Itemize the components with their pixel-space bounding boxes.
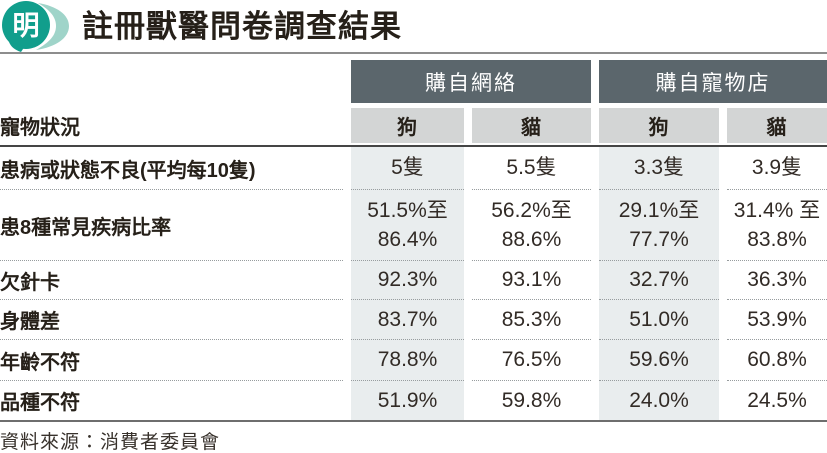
column-header-online-dog: 狗 xyxy=(351,108,464,143)
table-cell: 5.5隻 xyxy=(506,156,557,180)
row-label: 患病或狀態不良(平均每10隻) xyxy=(0,159,256,182)
table-row-breed-mismatch: 品種不符 51.9% 59.8% 24.0% 24.5% xyxy=(0,380,827,420)
row-label: 品種不符 xyxy=(0,380,343,420)
table-cell: 83.7% xyxy=(351,299,464,339)
group-header-petshop: 購自寵物店 xyxy=(599,60,827,103)
table-cell: 51.0% xyxy=(599,299,719,339)
table-cell: 92.3% xyxy=(351,260,464,299)
table-cell: 59.8% xyxy=(472,380,591,420)
table-cell: 36.3% xyxy=(727,260,827,299)
table-row-disease-rate: 患8種常見疾病比率 51.5%至 86.4% 56.2%至 88.6% 29.1… xyxy=(0,189,827,260)
table-cell: 76.5% xyxy=(472,339,591,380)
column-header-petshop-dog: 狗 xyxy=(599,108,719,143)
table-cell: 24.0% xyxy=(599,380,719,420)
row-label: 身體差 xyxy=(0,299,343,339)
table-cell: 51.9% xyxy=(351,380,464,420)
column-header-petshop-cat: 貓 xyxy=(727,108,827,143)
row-label: 患8種常見疾病比率 xyxy=(0,189,343,260)
table-cell: 31.4% 至 83.8% xyxy=(727,189,827,260)
column-header-online-cat: 貓 xyxy=(472,108,591,143)
row-header-label: 寵物狀況 xyxy=(0,117,80,139)
table-row-poor-health: 身體差 83.7% 85.3% 51.0% 53.9% xyxy=(0,299,827,339)
table-cell: 60.8% xyxy=(727,339,827,380)
mingpao-logo-icon: 明 xyxy=(2,1,69,52)
column-header-row: 寵物狀況 狗 貓 狗 貓 xyxy=(0,108,827,143)
source-note: 資料來源：消費者委員會 xyxy=(0,432,221,453)
header: 明 註冊獸醫問卷調查結果 xyxy=(0,0,827,52)
table-row-no-vaccine-card: 欠針卡 92.3% 93.1% 32.7% 36.3% xyxy=(0,260,827,299)
table-cell: 5隻 xyxy=(351,147,464,189)
table-cell: 85.3% xyxy=(472,299,591,339)
table-cell: 24.5% xyxy=(727,380,827,420)
table-cell: 56.2%至 88.6% xyxy=(472,189,591,260)
row-label: 年齡不符 xyxy=(0,339,343,380)
table-cell: 93.1% xyxy=(472,260,591,299)
survey-table: 購自網絡 購自寵物店 寵物狀況 狗 貓 狗 貓 患病或狀態不良(平均每10隻) … xyxy=(0,60,827,422)
row-label: 欠針卡 xyxy=(0,260,343,299)
corner-spacer xyxy=(0,60,343,103)
table-row-sick: 患病或狀態不良(平均每10隻) 5隻 5.5隻 3.3隻 3.9隻 xyxy=(0,147,827,189)
table-cell: 29.1%至 77.7% xyxy=(599,189,719,260)
table-cell: 53.9% xyxy=(727,299,827,339)
table-cell: 59.6% xyxy=(599,339,719,380)
title-divider xyxy=(0,52,827,54)
table-cell: 3.9隻 xyxy=(751,156,803,180)
table-row-age-mismatch: 年齡不符 78.8% 76.5% 59.6% 60.8% xyxy=(0,339,827,380)
logo-character: 明 xyxy=(13,11,40,41)
table-cell: 32.7% xyxy=(599,260,719,299)
table-cell: 78.8% xyxy=(351,339,464,380)
group-header-online: 購自網絡 xyxy=(351,60,591,103)
table-body: 患病或狀態不良(平均每10隻) 5隻 5.5隻 3.3隻 3.9隻 患8種常見疾… xyxy=(0,145,827,422)
page-title: 註冊獸醫問卷調查結果 xyxy=(82,8,402,44)
table-cell: 51.5%至 86.4% xyxy=(351,189,464,260)
group-header-row: 購自網絡 購自寵物店 xyxy=(0,60,827,103)
table-cell: 3.3隻 xyxy=(599,147,719,189)
